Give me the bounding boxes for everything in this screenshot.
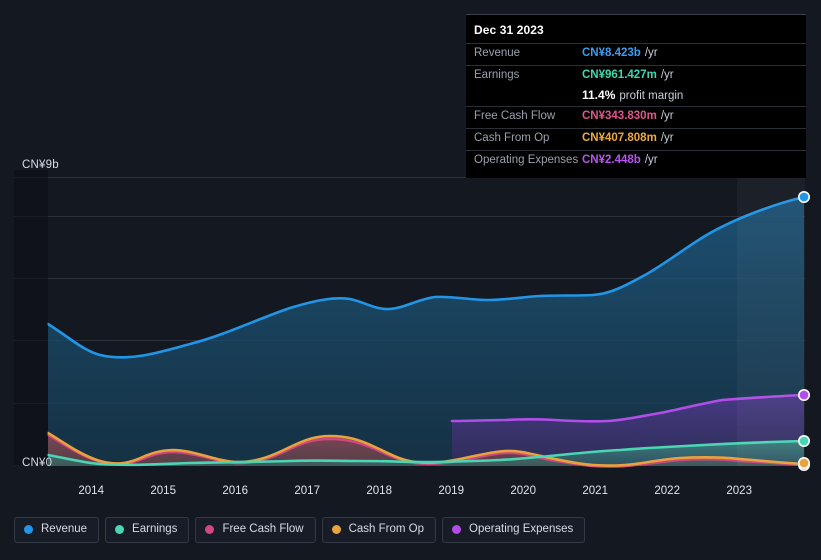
tooltip-row-key: Revenue [474, 47, 521, 59]
legend-color-dot-icon [115, 525, 125, 535]
series-line-earnings [46, 439, 805, 467]
series-area-revenue [48, 197, 804, 466]
legend-item-label: Free Cash Flow [222, 523, 304, 535]
tooltip-profit-margin-label: profit margin [619, 90, 684, 102]
legend-item-free-cash-flow[interactable]: Free Cash Flow [195, 517, 316, 543]
x-axis-tick-2020: 2020 [510, 485, 536, 497]
tooltip-row-unit: /yr [644, 47, 658, 59]
series-area-earnings [48, 441, 804, 466]
legend-item-label: Revenue [41, 523, 88, 535]
tooltip-row: Operating Expenses CN¥2.448b/yr [466, 150, 806, 172]
tooltip-row-value: CN¥407.808m [582, 132, 657, 144]
tooltip-row: Earnings CN¥961.427m/yr [466, 65, 806, 87]
tooltip-profit-margin-row: 11.4% profit margin [466, 87, 806, 106]
y-axis-label-top: CN¥9b [22, 159, 59, 171]
legend-item-cash-from-op[interactable]: Cash From Op [321, 517, 437, 543]
legend-color-dot-icon [24, 525, 33, 535]
endpoint-earnings [797, 434, 810, 447]
data-tooltip: Dec 31 2023 Revenue CN¥8.423b/yr Earnings C… [466, 14, 806, 178]
tooltip-row-unit: /yr [660, 132, 674, 144]
legend-color-dot-icon [452, 525, 462, 535]
x-axis-tick-2017: 2017 [294, 485, 320, 497]
legend-color-dot-icon [205, 525, 215, 535]
tooltip-row-unit: /yr [660, 110, 674, 122]
hover-band-right [737, 170, 805, 466]
tooltip-rows: Revenue CN¥8.423b/yr Earnings CN¥961.427m/y… [466, 43, 806, 172]
legend-item-revenue[interactable]: Revenue [14, 517, 100, 543]
legend-color-dot-icon [331, 525, 341, 535]
tooltip-row: Free Cash Flow CN¥343.830m/yr [466, 106, 806, 128]
legend-item-label: Cash From Op [348, 523, 425, 535]
x-axis-tick-2018: 2018 [366, 485, 392, 497]
endpoint-revenue [797, 191, 810, 204]
hover-band-left [14, 170, 48, 466]
chart-legend[interactable]: Revenue Earnings Free Cash Flow Cash From O… [14, 517, 586, 543]
legend-item-label: Operating Expenses [469, 523, 574, 535]
tooltip-row: Cash From Op CN¥407.808m/yr [466, 128, 806, 150]
tooltip-row: Revenue CN¥8.423b/yr [466, 43, 806, 65]
x-axis-tick-2022: 2022 [654, 485, 680, 497]
legend-item-label: Earnings [132, 523, 178, 535]
tooltip-row-value: CN¥343.830m [582, 110, 657, 122]
series-line-revenue [46, 195, 805, 359]
x-axis-tick-2015: 2015 [150, 485, 176, 497]
tooltip-row-key: Earnings [474, 69, 520, 81]
tooltip-row-unit: /yr [660, 69, 674, 81]
endpoint-cash-from-op [797, 456, 810, 469]
x-axis-tick-2023: 2023 [726, 485, 752, 497]
tooltip-row-key: Free Cash Flow [474, 110, 556, 122]
tooltip-row-key: Operating Expenses [474, 154, 579, 166]
tooltip-row-value: CN¥8.423b [582, 47, 641, 59]
tooltip-row-value: CN¥961.427m [582, 69, 657, 81]
x-axis-tick-2021: 2021 [582, 485, 608, 497]
legend-item-earnings[interactable]: Earnings [105, 517, 190, 543]
tooltip-row-unit: /yr [644, 154, 658, 166]
x-axis-tick-2016: 2016 [222, 485, 248, 497]
endpoint-operating-expenses [797, 388, 810, 401]
tooltip-profit-margin-value: 11.4% [582, 88, 616, 102]
tooltip-row-key: Cash From Op [474, 132, 550, 144]
y-axis-label-zero: CN¥0 [22, 457, 53, 469]
legend-item-operating-expenses[interactable]: Operating Expenses [442, 517, 586, 543]
x-axis-tick-2014: 2014 [78, 485, 104, 497]
series-line-operating-expenses [450, 393, 805, 423]
endpoint-markers [797, 191, 810, 471]
tooltip-row-value: CN¥2.448b [582, 154, 641, 166]
tooltip-date: Dec 31 2023 [474, 23, 544, 37]
x-axis-tick-2019: 2019 [438, 485, 464, 497]
